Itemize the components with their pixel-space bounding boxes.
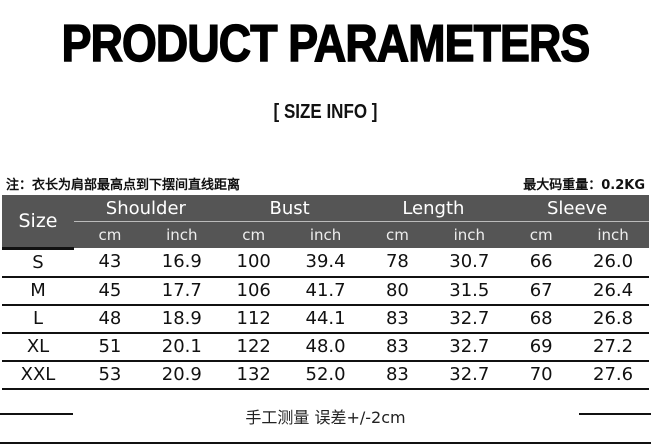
table-cell: 69 <box>505 332 578 362</box>
table-cell: 27.6 <box>577 360 649 390</box>
size-label: S <box>2 248 74 278</box>
unit-header: inch <box>289 221 362 248</box>
table-cell: 45 <box>74 276 146 306</box>
table-cell: 106 <box>217 276 290 306</box>
size-header: Size <box>2 195 74 250</box>
footer-divider-left <box>0 413 73 415</box>
unit-header: inch <box>577 221 649 248</box>
bottom-divider <box>0 442 651 444</box>
table-row: S 43 16.9 100 39.4 78 30.7 66 26.0 <box>2 248 649 278</box>
size-label: XXL <box>2 360 74 390</box>
table-cell: 43 <box>74 248 146 278</box>
table-cell: 41.7 <box>289 276 362 306</box>
table-cell: 83 <box>361 304 434 334</box>
size-table: Size Shoulder Bust Length Sleeve cm inch c… <box>2 195 649 390</box>
table-cell: 70 <box>505 360 578 390</box>
table-cell: 20.9 <box>145 360 218 390</box>
table-cell: 16.9 <box>145 248 218 278</box>
size-label: XL <box>2 332 74 362</box>
max-weight: 最大码重量：0.2KG <box>523 178 645 193</box>
unit-header: inch <box>145 221 218 248</box>
page-title: PRODUCT PARAMETERS <box>61 14 591 74</box>
table-cell: 48 <box>74 304 146 334</box>
table-cell: 32.7 <box>433 304 506 334</box>
table-cell: 27.2 <box>577 332 649 362</box>
table-cell: 44.1 <box>289 304 362 334</box>
footer-divider-right <box>579 413 651 415</box>
table-cell: 67 <box>505 276 578 306</box>
unit-header: cm <box>217 221 290 248</box>
table-cell: 39.4 <box>289 248 362 278</box>
table-cell: 83 <box>361 332 434 362</box>
table-cell: 32.7 <box>433 360 506 390</box>
table-cell: 31.5 <box>433 276 506 306</box>
table-cell: 112 <box>217 304 290 334</box>
group-header-sleeve: Sleeve <box>505 195 649 222</box>
table-cell: 26.0 <box>577 248 649 278</box>
size-label: M <box>2 276 74 306</box>
table-cell: 52.0 <box>289 360 362 390</box>
table-cell: 68 <box>505 304 578 334</box>
table-cell: 66 <box>505 248 578 278</box>
table-cell: 51 <box>74 332 146 362</box>
table-cell: 20.1 <box>145 332 218 362</box>
table-row: XL 51 20.1 122 48.0 83 32.7 69 27.2 <box>2 332 649 362</box>
table-row: M 45 17.7 106 41.7 80 31.5 67 26.4 <box>2 276 649 306</box>
unit-header: cm <box>361 221 434 248</box>
footer-note: 手工测量 误差+/-2cm <box>245 408 406 427</box>
table-cell: 18.9 <box>145 304 218 334</box>
table-cell: 17.7 <box>145 276 218 306</box>
table-cell: 32.7 <box>433 332 506 362</box>
table-cell: 83 <box>361 360 434 390</box>
table-cell: 26.8 <box>577 304 649 334</box>
unit-header: inch <box>433 221 506 248</box>
group-header-shoulder: Shoulder <box>74 195 218 222</box>
table-cell: 78 <box>361 248 434 278</box>
section-subtitle: [ SIZE INFO ] <box>273 101 378 123</box>
group-header-bust: Bust <box>217 195 362 222</box>
table-cell: 80 <box>361 276 434 306</box>
table-cell: 26.4 <box>577 276 649 306</box>
table-cell: 53 <box>74 360 146 390</box>
group-header-length: Length <box>361 195 506 222</box>
table-row: L 48 18.9 112 44.1 83 32.7 68 26.8 <box>2 304 649 334</box>
table-cell: 30.7 <box>433 248 506 278</box>
table-cell: 100 <box>217 248 290 278</box>
size-label: L <box>2 304 74 334</box>
unit-header: cm <box>74 221 146 248</box>
table-row: XXL 53 20.9 132 52.0 83 32.7 70 27.6 <box>2 360 649 390</box>
table-cell: 48.0 <box>289 332 362 362</box>
table-cell: 122 <box>217 332 290 362</box>
table-cell: 132 <box>217 360 290 390</box>
measurement-note: 注：衣长为肩部最高点到下摆间直线距离 <box>6 178 241 193</box>
unit-header: cm <box>505 221 578 248</box>
